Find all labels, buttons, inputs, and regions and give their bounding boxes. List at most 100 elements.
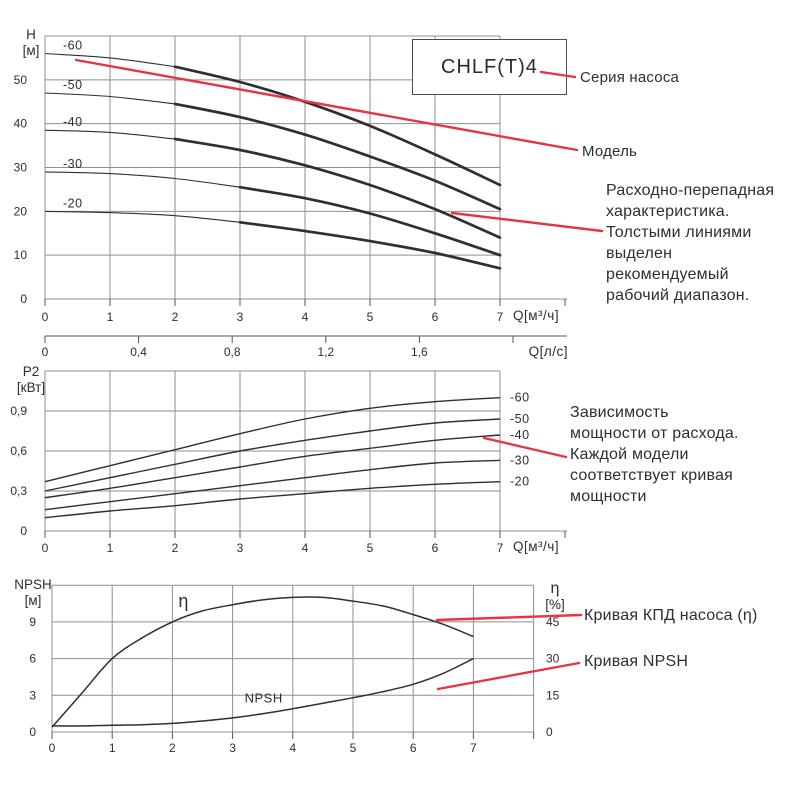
callout-flow-head-line4: выделен [606,245,673,262]
svg-text:-40: -40 [510,428,530,442]
svg-text:1: 1 [107,541,114,555]
svg-text:20: 20 [14,204,28,218]
grid [44,370,501,532]
svg-text:5: 5 [367,541,374,555]
svg-text:[м]: [м] [23,43,40,58]
svg-text:η: η [178,591,189,611]
curve--20-thin [44,210,241,223]
svg-text:1: 1 [107,310,114,324]
svg-text:NPSH: NPSH [245,691,283,706]
callout-flow-head-line5: рекомендуемый [606,266,729,283]
svg-text:2: 2 [172,310,179,324]
series: η NPSH [51,591,474,728]
svg-text:7: 7 [497,541,504,555]
callout-power-line4: соответствует кривая [570,467,733,484]
callout-power-line3: Каждой модели [570,446,689,463]
curve--60 [44,397,501,483]
callout-power: Зависимость мощности от расхода. Каждой … [570,402,739,507]
svg-text:3: 3 [29,688,36,702]
svg-text:4: 4 [302,310,309,324]
svg-text:1,2: 1,2 [317,345,334,359]
svg-text:NPSH: NPSH [14,577,52,592]
svg-text:-20: -20 [63,196,83,210]
svg-text:0: 0 [546,725,553,739]
series: -60 -50 -40 -30 -20 [44,391,530,519]
svg-text:-30: -30 [63,157,83,171]
svg-text:50: 50 [14,73,28,87]
svg-text:-40: -40 [63,115,83,129]
svg-text:9: 9 [29,615,36,629]
svg-text:[кВт]: [кВт] [17,380,45,395]
curve--50 [44,418,501,492]
svg-text:-60: -60 [510,391,530,405]
svg-text:0,3: 0,3 [10,484,27,498]
svg-text:2: 2 [169,741,176,755]
svg-text:0,4: 0,4 [130,345,147,359]
svg-text:Q[л/с]: Q[л/с] [529,344,568,359]
svg-text:-50: -50 [63,78,83,92]
svg-text:3: 3 [237,310,244,324]
svg-text:15: 15 [546,688,560,702]
svg-text:1: 1 [109,741,116,755]
callout-model: Модель [582,143,638,160]
pump-series-box: CHLF(T)4 [412,39,567,95]
callout-efficiency: Кривая КПД насоса (η) [584,607,758,624]
svg-text:6: 6 [432,541,439,555]
callout-power-line1: Зависимость [570,404,669,421]
svg-text:P2: P2 [23,364,40,379]
pump-series-label: CHLF(T)4 [441,55,538,78]
svg-text:-50: -50 [510,412,530,426]
svg-text:7: 7 [470,741,477,755]
y-axis: 0 10 20 30 40 50 H[м] [14,27,40,306]
svg-text:0: 0 [20,292,27,306]
curve--30-thin [44,171,241,188]
svg-text:0,6: 0,6 [10,444,27,458]
svg-text:0,8: 0,8 [224,345,241,359]
x-axis: 0 1 2 3 4 5 6 7 Q[м³/ч] [42,530,567,555]
svg-text:[м]: [м] [25,593,42,608]
y-axis-right: 0 15 30 45 η[%] [545,580,565,739]
svg-text:-30: -30 [510,453,530,467]
svg-text:6: 6 [410,741,417,755]
curve--20-thick [238,220,502,270]
curve--40 [44,434,501,499]
svg-text:10: 10 [14,248,28,262]
svg-text:5: 5 [367,310,374,324]
callout-power-line2: мощности от расхода. [570,425,739,442]
svg-text:45: 45 [546,615,560,629]
svg-text:0,9: 0,9 [10,404,27,418]
svg-text:Q[м³/ч]: Q[м³/ч] [513,308,559,323]
curve-η [51,596,474,728]
svg-text:η: η [551,580,560,597]
svg-text:2: 2 [172,541,179,555]
callout-power-line5: мощности [570,488,647,505]
svg-text:Q[м³/ч]: Q[м³/ч] [513,539,559,554]
svg-text:7: 7 [497,310,504,324]
y-axis: 0 3 6 9 NPSH[м] [14,577,52,739]
svg-text:-20: -20 [510,475,530,489]
svg-text:6: 6 [432,310,439,324]
curve--50-thick [173,102,502,211]
y-axis: 0 0,3 0,6 0,9 P2[кВт] [10,364,45,538]
svg-text:40: 40 [14,117,28,131]
callout-flow-head-line2: характеристика. [606,203,730,220]
svg-text:0: 0 [42,310,49,324]
svg-text:5: 5 [350,741,357,755]
callout-flow-head-line6: рабочий диапазон. [606,287,750,304]
grid [51,584,535,733]
callout-flow-head: Расходно-перепадная характеристика. Толс… [606,180,774,306]
callout-flow-head-line1: Расходно-перепадная [606,182,775,199]
x-axis: 0 1 2 3 4 5 6 7 [49,731,535,755]
svg-text:-60: -60 [63,39,83,53]
svg-text:[%]: [%] [545,597,565,612]
curve--30 [44,459,501,511]
svg-text:0: 0 [29,725,36,739]
svg-text:30: 30 [14,161,28,175]
power-chart: 0 1 2 3 4 5 6 7 Q[м³/ч] 0 0,3 0,6 0,9 P2[кВт] -60 -50 -4… [10,364,567,555]
x-axis: 0 1 2 3 4 5 6 7 Q[м³/ч] [42,298,567,324]
curve--20 [44,481,501,519]
svg-text:4: 4 [302,541,309,555]
